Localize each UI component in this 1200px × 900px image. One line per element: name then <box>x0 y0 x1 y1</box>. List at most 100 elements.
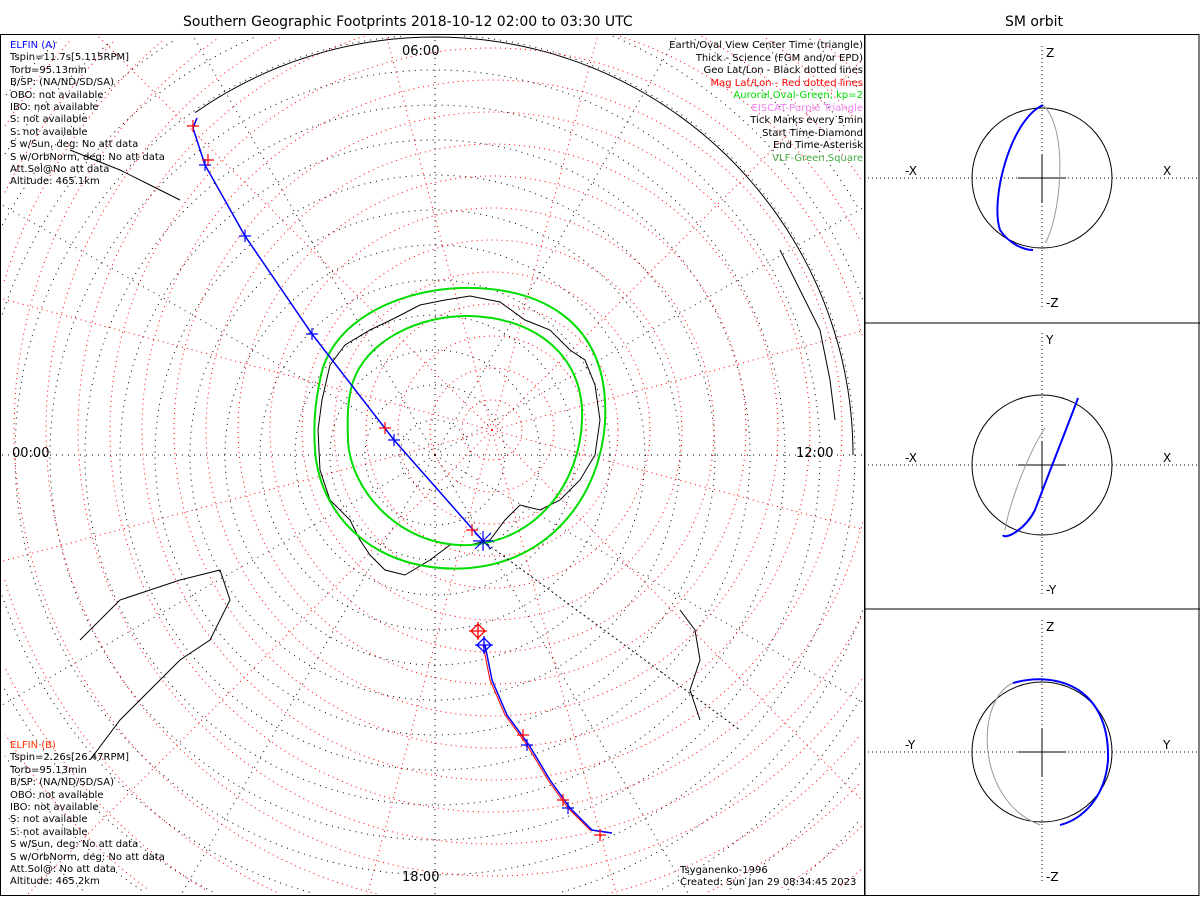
axis-label-bottom: -Z <box>1046 870 1059 884</box>
elfin-b-tick <box>562 802 574 814</box>
mlt-00: 00:00 <box>12 446 50 461</box>
elfin-a-name: ELFIN (A) <box>10 40 56 51</box>
orbit-a <box>996 104 1044 251</box>
earth-circle <box>971 681 1113 823</box>
axis-label-bottom: -Z <box>1046 296 1059 310</box>
elfin-b-mag-track <box>482 644 611 834</box>
orbit-b <box>1004 427 1046 531</box>
legend-item: End Time-Asterisk <box>772 140 863 151</box>
axis-label-top: Z <box>1046 620 1055 634</box>
legend-item: Earth/Oval View Center Time (triangle) <box>669 40 863 51</box>
legend-item: EISCAT-Purple Triangle <box>751 102 864 114</box>
info-line: Tspin=11.7s[5.115RPM] <box>10 52 130 64</box>
info-line: S w/Sun, deg: No att data <box>10 139 139 151</box>
axis-label-left: -Y <box>905 738 916 752</box>
mag-lon-line <box>1 429 493 562</box>
mag-lat-circle <box>365 303 619 557</box>
geo-lat-circle <box>4 40 861 891</box>
earth-circle <box>971 394 1113 536</box>
info-line: S: not available <box>10 126 88 138</box>
geo-lon-line <box>434 454 689 895</box>
elfin-a-tick <box>306 328 318 340</box>
orbit-b <box>1042 104 1061 244</box>
orbit-frame <box>864 34 1200 896</box>
info-line: B/SP: (NA/ND/SD/SA) <box>10 77 114 89</box>
geo-lon-line <box>1 454 436 706</box>
mag-lat-circle <box>397 335 587 525</box>
map-layer <box>1 35 864 895</box>
footer: Tsyganenko-1996 Created: Sun Jan 29 08:3… <box>680 865 856 890</box>
info-line: Att.Sol@No att data <box>10 164 110 176</box>
legend: Earth/Oval View Center Time (triangle) T… <box>669 40 863 165</box>
elfin-a-mag-track <box>192 117 484 542</box>
mag-lat-circle <box>173 111 811 749</box>
geo-lon-line <box>192 35 436 456</box>
axis-label-top: Z <box>1046 46 1055 60</box>
legend-item: Tick Marks every 5min <box>750 115 863 126</box>
info-line: S: not available <box>10 826 88 838</box>
elfin-a-tick <box>388 434 400 446</box>
info-line: S: not available <box>10 814 88 826</box>
geo-lat-circle <box>84 104 786 806</box>
axis-label-right: X <box>1163 451 1172 465</box>
view-center-line <box>482 540 741 731</box>
polar-map <box>1 35 864 895</box>
geo-lon-line <box>434 207 864 456</box>
start-diamond-icon <box>475 636 493 654</box>
mag-lon-line <box>491 429 864 802</box>
legend-item: Geo Lat/Lon - Black dotted lines <box>703 65 863 76</box>
elfin-a-tick <box>199 159 211 171</box>
axis-label-top: Y <box>1046 333 1054 347</box>
mag-lon-line <box>491 35 599 431</box>
geo-lon-line <box>434 35 678 456</box>
axis-label-right: Y <box>1163 738 1171 752</box>
mag-lat-circle <box>4 38 862 889</box>
elfin-b-mag-tick <box>594 829 606 841</box>
info-line: S w/OrbNorm, deg: No att data <box>10 851 165 863</box>
elfin-b-name: ELFIN (B) <box>10 740 56 751</box>
orbit-a <box>1012 678 1110 826</box>
legend-item: Start Time-Diamond <box>762 127 863 139</box>
info-line: OBO: not available <box>10 789 104 801</box>
auroral-oval-outer <box>313 286 607 570</box>
legend-item: Auroral Oval-Green, kp=2 <box>733 90 863 101</box>
legend-item: VLF-Green Square <box>772 152 863 164</box>
mag-lon-line <box>1 298 493 431</box>
earth-circle <box>971 107 1113 249</box>
legend-item: Thick - Science (FGM and/or EPD) <box>695 52 863 64</box>
info-line: IBO: not available <box>10 802 99 814</box>
axis-label-left: -X <box>905 164 917 178</box>
elfin-b-lines: Tspin=2.26s[26.47RPM] Torb=95.13min B/SP: … <box>10 752 165 888</box>
elfin-a-mag-tick <box>379 422 391 434</box>
info-line: OBO: not available <box>10 89 104 101</box>
mag-lon-line <box>491 429 617 895</box>
legend-item: Mag Lat/Lon - Red dotted lines <box>710 77 863 89</box>
mag-lon-line <box>491 330 864 431</box>
auroral-oval-inner <box>346 314 584 547</box>
axis-label-right: X <box>1163 164 1172 178</box>
origin-cross <box>1018 154 1066 202</box>
mag-lat-circle <box>333 271 651 589</box>
info-line: IBO: not available <box>10 102 99 114</box>
mlt-18: 18:00 <box>402 870 440 885</box>
mag-lat-circle <box>77 35 862 845</box>
orbit-title: SM orbit <box>1005 14 1064 30</box>
plot-title: Southern Geographic Footprints 2018-10-1… <box>183 14 633 30</box>
info-line: Torb=95.13min <box>10 764 87 776</box>
coastline-antarctica <box>317 295 601 576</box>
origin-cross <box>1018 728 1066 776</box>
elfin-a-tick <box>239 230 251 242</box>
mag-lon-line <box>385 35 493 431</box>
info-line: S w/Sun, deg: No att data <box>10 839 139 851</box>
elfin-a-track <box>192 117 484 542</box>
elfin-b-info: ELFIN (B) Tspin=2.26s[26.47RPM] Torb=95.1… <box>10 740 165 889</box>
coastline <box>69 149 231 761</box>
created-label: Created: Sun Jan 29 08:34:45 2023 <box>680 877 857 889</box>
info-line: Altitude: 465.2km <box>10 876 100 888</box>
elfin-a-mag-tick <box>466 524 478 536</box>
geo-lat-circle <box>364 384 506 526</box>
elfin-a-mag-tick <box>187 120 199 132</box>
mlt-12: 12:00 <box>796 446 834 461</box>
geo-lat-circle <box>1 35 864 893</box>
